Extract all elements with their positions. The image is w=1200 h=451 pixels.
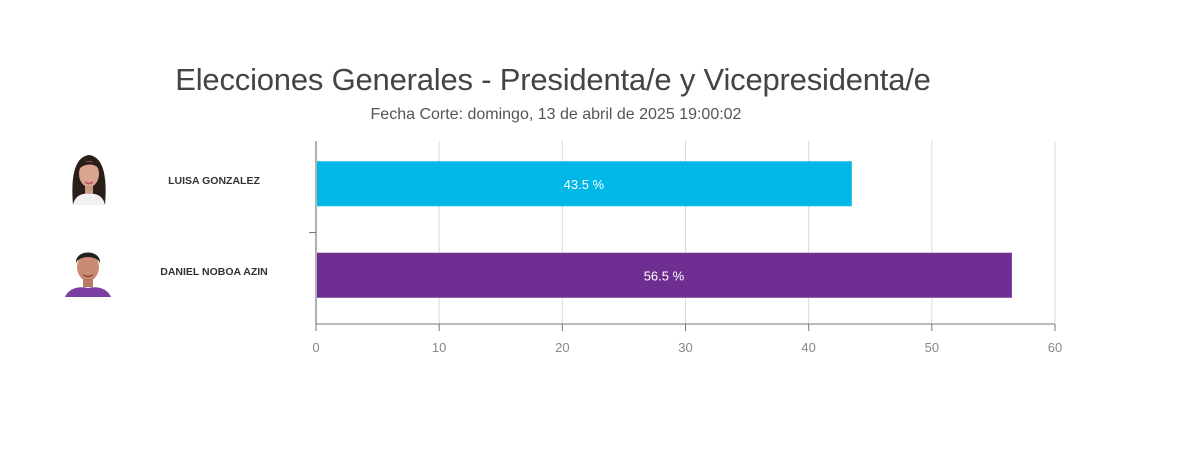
bar-data-label: 56.5 % [644, 268, 685, 283]
bar [317, 161, 852, 207]
x-tick-label: 10 [432, 340, 446, 355]
x-tick-label: 60 [1048, 340, 1062, 355]
man-portrait-icon [65, 252, 111, 297]
chart-title: Elecciones Generales - Presidenta/e y Vi… [175, 62, 931, 97]
chart-subtitle: Fecha Corte: domingo, 13 de abril de 202… [370, 106, 742, 123]
x-tick-label: 50 [925, 340, 939, 355]
bar-data-label: 43.5 % [564, 177, 605, 192]
category-label: DANIEL NOBOA AZIN [160, 266, 268, 278]
x-tick-label: 0 [312, 340, 319, 355]
category-label: LUISA GONZALEZ [168, 175, 260, 187]
bar [317, 252, 1012, 298]
x-tick-label: 40 [801, 340, 815, 355]
x-tick-label: 20 [555, 340, 569, 355]
candidate-avatar-daniel-noboa-azin [63, 243, 113, 297]
x-tick-label: 30 [678, 340, 692, 355]
candidate-avatar-luisa-gonzalez [65, 151, 113, 205]
woman-portrait-icon [72, 155, 106, 205]
